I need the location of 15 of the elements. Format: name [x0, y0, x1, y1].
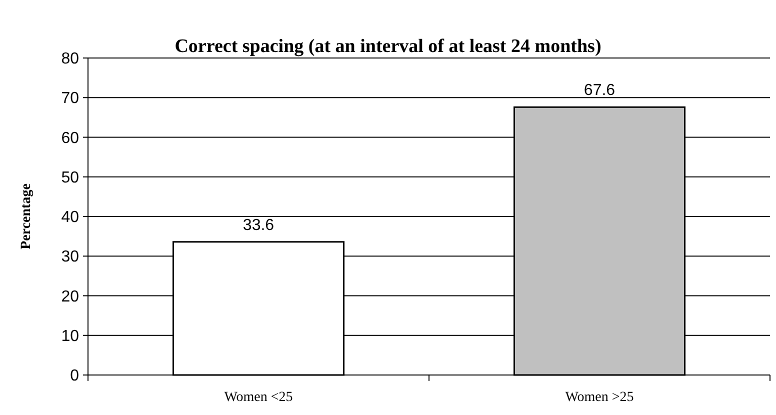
y-tick-label: 30 [61, 248, 80, 266]
y-tick-label: 60 [61, 130, 80, 147]
y-tick-label: 70 [61, 90, 80, 108]
x-tick-label: Women <25 [224, 390, 293, 405]
data-label: 67.6 [584, 82, 616, 100]
y-axis-title: Percentage [19, 184, 34, 250]
y-tick-label: 0 [70, 368, 80, 385]
y-tick-label: 80 [61, 50, 80, 68]
x-tick-label: Women >25 [565, 390, 634, 405]
y-tick-label: 50 [61, 169, 80, 186]
y-tick-label: 10 [61, 328, 80, 345]
chart-title: Correct spacing (at an interval of at least 24 months) [174, 36, 602, 57]
y-tick-label: 20 [61, 288, 80, 306]
y-tick-label: 40 [61, 209, 80, 226]
data-label: 33.6 [242, 216, 274, 234]
